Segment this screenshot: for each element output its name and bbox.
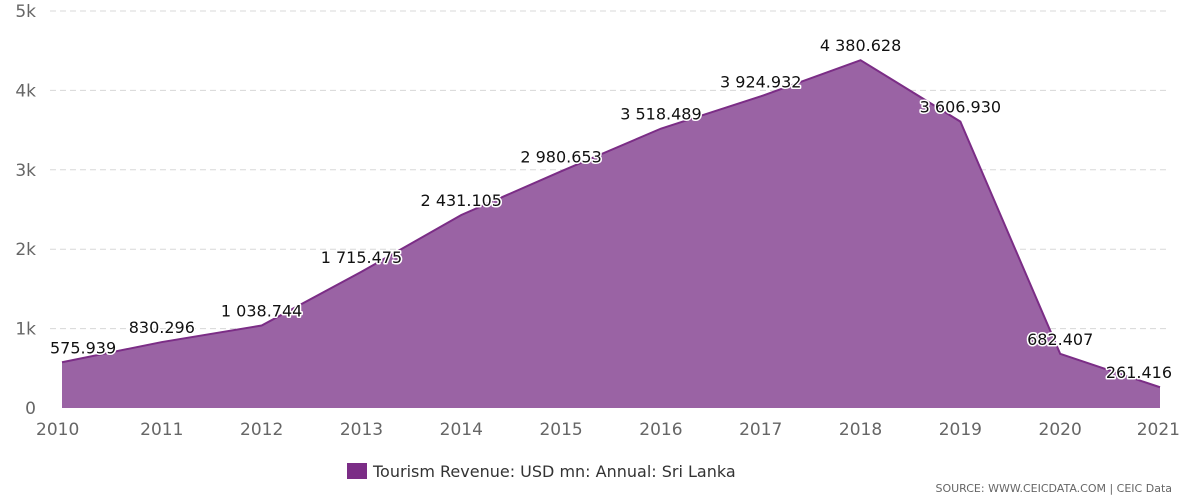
data-label: 830.296 [129, 318, 195, 337]
series-line[interactable] [61, 59, 1161, 389]
x-tick-label: 2016 [639, 420, 682, 440]
series-area[interactable] [62, 60, 1160, 409]
data-label: 2 980.653 [520, 147, 601, 166]
plot-area [61, 59, 1161, 409]
y-axis-ticks: 0 1k 2k 3k 4k 5k [15, 2, 36, 419]
x-tick-label: 2010 [36, 420, 79, 440]
y-tick-label: 4k [15, 81, 36, 101]
y-tick-label: 2k [15, 240, 36, 260]
data-label: 575.939 [50, 338, 116, 357]
x-axis-ticks: 2010 2011 2012 2013 2014 2015 2016 2017 2018 2019… [36, 420, 1180, 440]
data-label: 3 518.489 [620, 105, 701, 124]
x-tick-label: 2015 [539, 420, 582, 440]
legend[interactable]: Tourism Revenue: USD mn: Annual: Sri Lan… [347, 460, 736, 482]
y-tick-label: 3k [15, 161, 36, 181]
x-tick-label: 2021 [1137, 420, 1180, 440]
y-tick-label: 5k [15, 2, 36, 22]
x-tick-label: 2019 [939, 420, 982, 440]
data-label: 261.416 [1106, 363, 1172, 382]
data-label: 1 038.744 [221, 302, 302, 321]
x-tick-label: 2014 [440, 420, 483, 440]
legend-swatch [347, 463, 367, 479]
x-tick-label: 2017 [739, 420, 782, 440]
data-label: 682.407 [1027, 330, 1093, 349]
x-tick-label: 2013 [340, 420, 383, 440]
y-tick-label: 1k [15, 320, 36, 340]
data-labels: 575.939 830.296 1 038.744 1 715.475 2 431.10… [49, 35, 1174, 384]
data-label: 1 715.475 [321, 248, 402, 267]
source-note: SOURCE: WWW.CEICDATA.COM | CEIC Data [935, 482, 1172, 495]
x-tick-label: 2012 [240, 420, 283, 440]
data-label: 3 924.932 [720, 72, 801, 91]
x-tick-label: 2018 [839, 420, 882, 440]
data-label: 4 380.628 [820, 36, 901, 55]
y-tick-label: 0 [25, 399, 36, 419]
data-label: 3 606.930 [920, 98, 1001, 117]
data-label: 2 431.105 [421, 191, 502, 210]
legend-label: Tourism Revenue: USD mn: Annual: Sri Lan… [373, 461, 736, 481]
x-tick-label: 2020 [1039, 420, 1082, 440]
chart: 0 1k 2k 3k 4k 5k 2010 2011 2012 2013 2014 2015 2016… [15, 2, 1180, 440]
x-tick-label: 2011 [140, 420, 183, 440]
